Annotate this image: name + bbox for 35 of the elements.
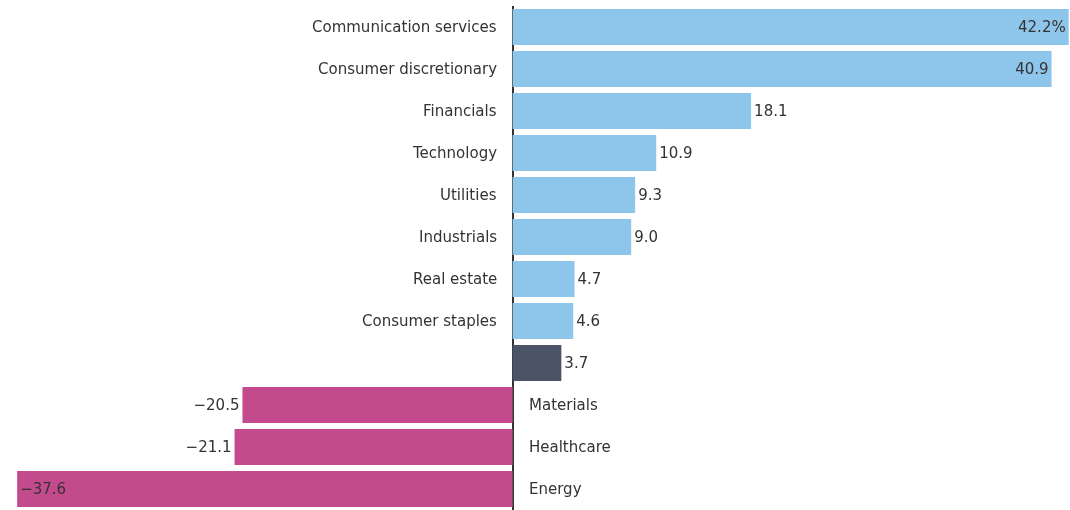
data-label: 3.7: [564, 354, 589, 372]
data-label: 4.7: [577, 270, 602, 288]
data-label: 4.6: [576, 312, 601, 330]
data-label: −37.6: [20, 480, 67, 498]
bar: [512, 218, 632, 256]
y-tick-label: Consumer staples: [362, 312, 498, 330]
bar: [512, 344, 562, 382]
bar: [242, 386, 513, 424]
y-tick-label: Materials: [529, 396, 598, 414]
bar: [17, 470, 513, 508]
bar: [234, 428, 513, 466]
bar: [512, 50, 1052, 88]
y-tick-label: Real estate: [413, 270, 498, 288]
y-tick-label: Technology: [412, 144, 498, 162]
data-label: 10.9: [659, 144, 693, 162]
data-label: 9.3: [638, 186, 663, 204]
bar: [512, 176, 636, 214]
data-label: 18.1: [754, 102, 788, 120]
bar: [512, 8, 1069, 46]
bar: [512, 260, 575, 298]
y-tick-label: Financials: [423, 102, 497, 120]
y-tick-label: Industrials: [419, 228, 498, 246]
data-label: −20.5: [193, 396, 240, 414]
bar: [512, 134, 657, 172]
data-label: 42.2%: [1018, 18, 1066, 36]
y-tick-label: Healthcare: [529, 438, 611, 456]
bar: [512, 92, 752, 130]
bar: [512, 302, 574, 340]
data-label: 9.0: [634, 228, 659, 246]
data-label: 40.9: [1015, 60, 1049, 78]
y-tick-label: Communication services: [312, 18, 497, 36]
data-label: −21.1: [185, 438, 232, 456]
y-tick-label: Utilities: [440, 186, 497, 204]
y-tick-label: Consumer discretionary: [318, 60, 498, 78]
y-tick-label: Energy: [529, 480, 582, 498]
